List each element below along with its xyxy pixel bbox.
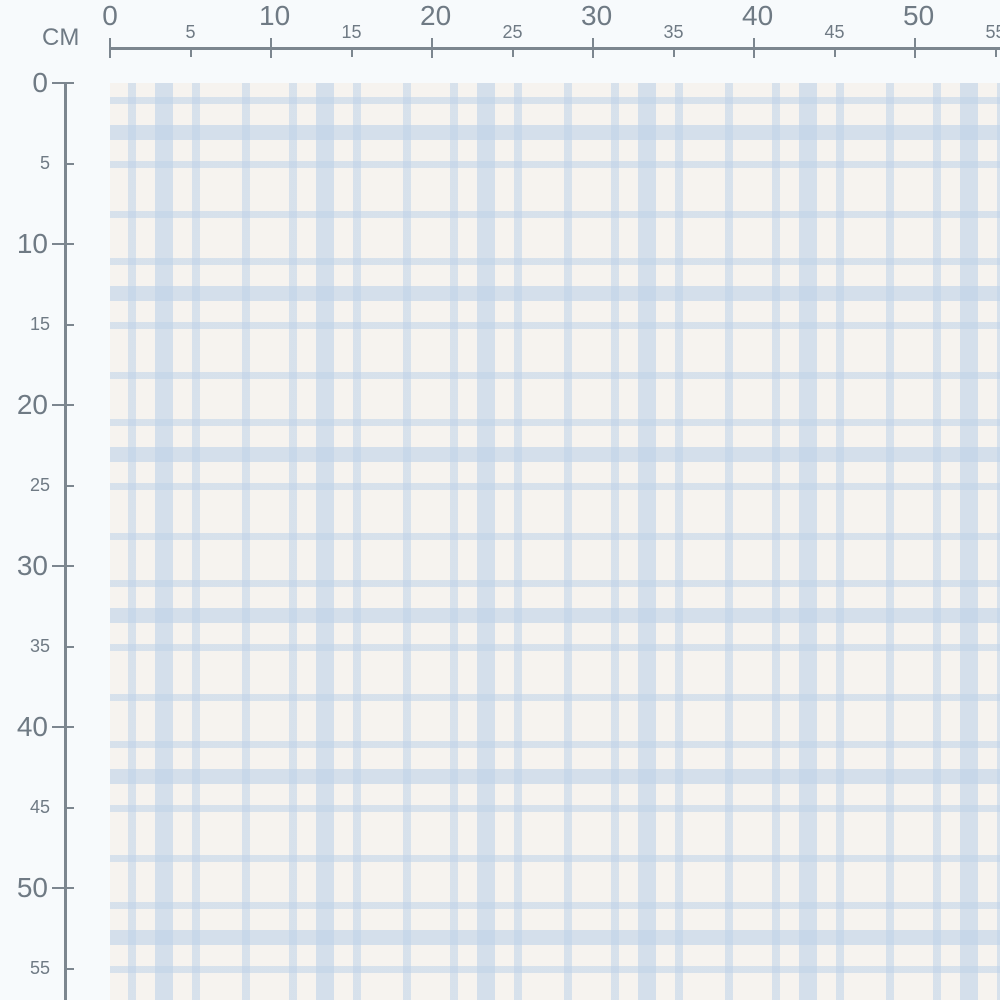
fabric-swatch xyxy=(110,83,1000,1000)
top-major-tick xyxy=(914,38,916,58)
top-major-label: 30 xyxy=(581,0,613,31)
top-major-tick xyxy=(270,38,272,58)
top-minor-label: 45 xyxy=(824,22,845,42)
left-minor-label: 45 xyxy=(29,796,50,817)
top-major-label: 10 xyxy=(259,0,291,31)
left-major-tick xyxy=(52,887,74,889)
top-minor-tick xyxy=(672,48,675,57)
top-major-label: 20 xyxy=(420,0,452,31)
left-minor-tick xyxy=(64,484,74,487)
left-major-label: 40 xyxy=(16,711,48,742)
top-minor-tick xyxy=(511,48,514,57)
left-major-tick xyxy=(52,404,74,406)
left-major-tick xyxy=(52,82,74,84)
left-minor-label: 25 xyxy=(29,474,50,495)
left-minor-tick xyxy=(64,645,74,648)
top-major-label: 0 xyxy=(102,0,118,31)
unit-label: CM xyxy=(42,24,80,51)
left-minor-label: 55 xyxy=(29,957,50,978)
left-minor-tick xyxy=(64,967,74,970)
left-minor-tick xyxy=(64,323,74,326)
left-major-label: 30 xyxy=(16,550,48,581)
top-major-tick xyxy=(753,38,755,58)
top-minor-label: 55 xyxy=(985,22,1000,42)
top-minor-tick xyxy=(833,48,836,57)
left-minor-label: 5 xyxy=(39,152,50,173)
top-major-label: 40 xyxy=(742,0,774,31)
left-major-label: 20 xyxy=(16,389,48,420)
left-minor-label: 15 xyxy=(29,313,50,334)
top-minor-tick xyxy=(189,48,192,57)
left-ruler-line xyxy=(64,83,67,1000)
top-minor-label: 35 xyxy=(663,22,684,42)
top-ruler-line xyxy=(110,47,1000,50)
top-minor-tick xyxy=(994,48,997,57)
top-major-tick xyxy=(109,38,111,58)
left-minor-tick xyxy=(64,162,74,165)
left-major-tick xyxy=(52,726,74,728)
top-minor-label: 5 xyxy=(185,22,196,42)
left-major-tick xyxy=(52,565,74,567)
top-minor-tick xyxy=(350,48,353,57)
top-minor-label: 15 xyxy=(341,22,362,42)
top-major-tick xyxy=(592,38,594,58)
top-major-tick xyxy=(431,38,433,58)
left-major-label: 0 xyxy=(32,67,48,98)
left-major-tick xyxy=(52,243,74,245)
top-major-label: 50 xyxy=(903,0,935,31)
left-minor-tick xyxy=(64,806,74,809)
left-major-label: 10 xyxy=(16,228,48,259)
top-minor-label: 25 xyxy=(502,22,523,42)
left-major-label: 50 xyxy=(16,872,48,903)
left-minor-label: 35 xyxy=(29,635,50,656)
